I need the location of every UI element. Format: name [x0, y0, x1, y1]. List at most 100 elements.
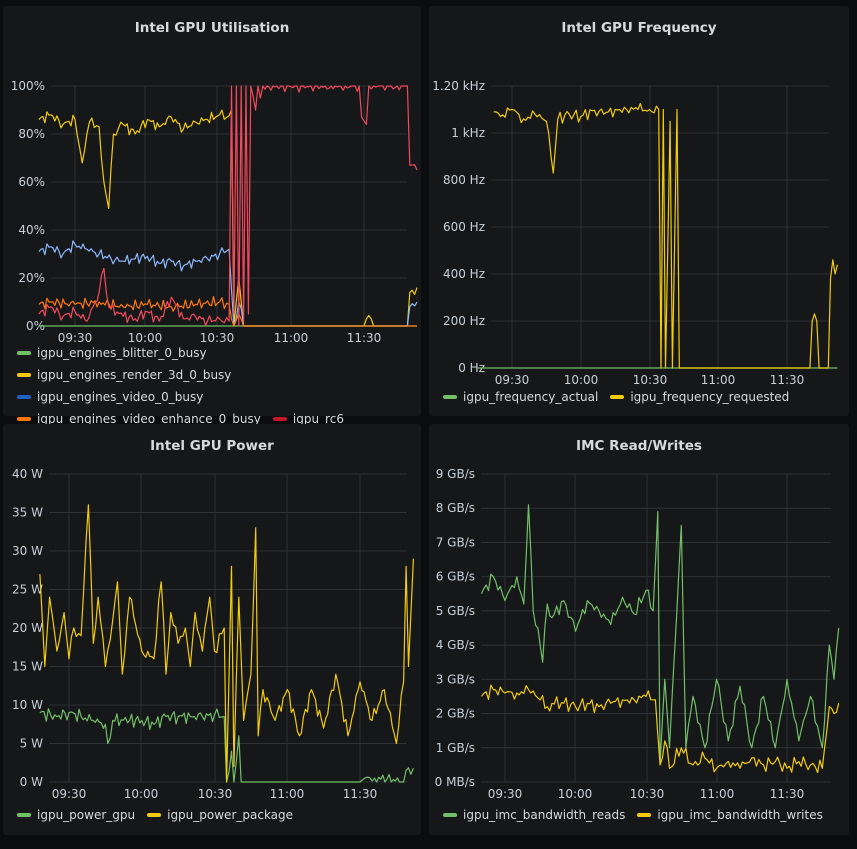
y-tick-label: 10 W	[12, 698, 43, 712]
legend-item[interactable]: igpu_frequency_actual	[443, 386, 598, 408]
y-tick-label: 30 W	[12, 544, 43, 558]
x-tick-label: 10:00	[128, 331, 163, 345]
chart-imc[interactable]: 0 MB/s 1 GB/s 2 GB/s 3 GB/s 4 GB/s 5 GB/s 6 GB…	[429, 424, 849, 835]
legend-item[interactable]: igpu_engines_blitter_0_busy	[17, 342, 207, 364]
y-tick-label: 5 GB/s	[436, 604, 475, 618]
legend-label: igpu_engines_render_3d_0_busy	[37, 368, 232, 382]
legend-item[interactable]: igpu_imc_bandwidth_reads	[443, 804, 625, 826]
x-tick-label: 10:30	[630, 787, 665, 801]
series-line-igpu_imc_bandwidth_reads[interactable]	[480, 504, 840, 766]
legend-item[interactable]: igpu_frequency_requested	[610, 386, 789, 408]
panel-title[interactable]: IMC Read/Writes	[576, 438, 702, 454]
legend-item[interactable]: igpu_engines_video_enhance_0_busy	[17, 408, 261, 430]
series-line-igpu_power_package[interactable]	[39, 504, 414, 783]
legend-swatch	[17, 394, 31, 399]
y-tick-label: 1 GB/s	[436, 741, 475, 755]
legend-swatch	[443, 394, 457, 399]
series-line-igpu_engines_video_enhance_0_busy[interactable]	[38, 296, 417, 327]
y-tick-label: 7 GB/s	[436, 535, 475, 549]
y-tick-label: 60%	[18, 175, 45, 189]
series-line-igpu_rc6[interactable]	[38, 85, 418, 327]
panel-title[interactable]: Intel GPU Power	[150, 438, 274, 454]
y-tick-label: 3 GB/s	[436, 672, 475, 686]
x-tick-label: 10:30	[633, 373, 668, 387]
panel-title[interactable]: Intel GPU Utilisation	[134, 20, 290, 36]
series-line-igpu_engines_render_3d_0_busy[interactable]	[38, 109, 418, 327]
y-tick-label: 40 W	[12, 467, 43, 481]
y-tick-label: 8 GB/s	[436, 501, 475, 515]
panel-util[interactable]: Intel GPU Utilisation 0% 20% 40% 60% 80% 100% 0…	[3, 6, 421, 426]
legend-label: igpu_engines_video_0_busy	[37, 390, 204, 404]
legend-label: igpu_imc_bandwidth_writes	[657, 808, 823, 822]
y-tick-label: 600 Hz	[443, 220, 485, 234]
series-line-igpu_frequency_requested[interactable]	[493, 102, 838, 369]
y-tick-label: 9 GB/s	[436, 467, 475, 481]
y-tick-label: 20 W	[12, 621, 43, 635]
x-tick-label: 10:00	[564, 373, 599, 387]
series-line-igpu_engines_video_0_busy[interactable]	[38, 240, 418, 327]
panel-title[interactable]: Intel GPU Frequency	[561, 20, 717, 36]
legend: igpu_frequency_actual igpu_frequency_requ…	[443, 386, 839, 408]
x-tick-label: 11:30	[343, 787, 378, 801]
legend-swatch	[17, 350, 31, 355]
x-tick-label: 11:00	[700, 787, 735, 801]
legend-label: igpu_frequency_requested	[630, 390, 790, 404]
y-tick-label: 0 W	[20, 775, 43, 789]
legend-swatch	[17, 416, 31, 421]
legend-swatch	[272, 416, 287, 421]
y-tick-label: 0 Hz	[458, 361, 485, 375]
y-tick-label: 25 W	[12, 583, 43, 597]
x-tick-label: 11:30	[770, 373, 805, 387]
x-tick-label: 09:30	[52, 787, 87, 801]
legend-label: igpu_frequency_actual	[463, 390, 599, 404]
x-tick-label: 11:30	[770, 787, 805, 801]
x-tick-label: 11:30	[347, 331, 382, 345]
panel-power[interactable]: Intel GPU Power 0 W 5 W 10 W 15 W 20 W 25 W 30 …	[3, 424, 421, 835]
y-tick-label: 1 kHz	[451, 126, 485, 140]
x-tick-label: 09:30	[488, 787, 523, 801]
chart-util[interactable]: 0% 20% 40% 60% 80% 100% 09:30 10:00 10:30 11:00 11…	[3, 6, 421, 416]
y-tick-label: 0 MB/s	[435, 775, 475, 789]
y-tick-label: 200 Hz	[443, 314, 485, 328]
chart-power[interactable]: 0 W 5 W 10 W 15 W 20 W 25 W 30 W 35 W 40 W 09:30 1…	[3, 424, 421, 835]
legend-item[interactable]: igpu_engines_video_0_busy	[17, 386, 203, 408]
x-tick-label: 10:30	[198, 787, 233, 801]
legend-swatch	[17, 812, 31, 817]
y-tick-label: 15 W	[12, 660, 43, 674]
series-line-igpu_power_gpu[interactable]	[39, 708, 414, 783]
x-tick-label: 10:00	[558, 787, 593, 801]
legend-item[interactable]: igpu_power_package	[147, 804, 293, 826]
y-tick-label: 800 Hz	[443, 173, 485, 187]
legend-item[interactable]: igpu_power_gpu	[17, 804, 135, 826]
panel-freq[interactable]: Intel GPU Frequency 0 Hz 200 Hz 400 Hz 600 H…	[429, 6, 849, 416]
y-tick-label: 40%	[18, 223, 45, 237]
legend-swatch	[610, 394, 625, 399]
y-tick-label: 80%	[18, 127, 45, 141]
y-tick-label: 5 W	[20, 737, 43, 751]
legend-swatch	[443, 812, 457, 817]
y-tick-label: 20%	[18, 271, 45, 285]
legend-label: igpu_rc6	[292, 412, 344, 426]
y-tick-label: 400 Hz	[443, 267, 485, 281]
y-tick-label: 6 GB/s	[436, 570, 475, 584]
legend-label: igpu_power_package	[167, 808, 294, 822]
legend-item[interactable]: igpu_engines_render_3d_0_busy	[17, 364, 231, 386]
legend-swatch	[637, 812, 652, 817]
y-tick-label: 4 GB/s	[436, 638, 475, 652]
x-tick-label: 11:00	[274, 331, 309, 345]
legend-label: igpu_engines_video_enhance_0_busy	[37, 412, 261, 426]
legend-swatch	[147, 812, 162, 817]
legend-item[interactable]: igpu_imc_bandwidth_writes	[637, 804, 823, 826]
panel-imc[interactable]: IMC Read/Writes 0 MB/s 1 GB/s 2 GB/s 3 GB/s 4…	[429, 424, 849, 835]
legend-label: igpu_imc_bandwidth_reads	[463, 808, 626, 822]
x-tick-label: 09:30	[58, 331, 93, 345]
y-tick-label: 35 W	[12, 506, 43, 520]
chart-freq[interactable]: 0 Hz 200 Hz 400 Hz 600 Hz 800 Hz 1 kHz 1.20 kH…	[429, 6, 849, 416]
series-line-igpu_imc_bandwidth_writes[interactable]	[481, 684, 840, 774]
x-tick-label: 09:30	[495, 373, 530, 387]
legend-item[interactable]: igpu_rc6	[272, 408, 344, 430]
legend: igpu_power_gpu igpu_power_package	[17, 804, 411, 826]
legend-label: igpu_power_gpu	[37, 808, 136, 822]
y-tick-label: 100%	[11, 79, 45, 93]
y-tick-label: 0%	[26, 319, 45, 333]
